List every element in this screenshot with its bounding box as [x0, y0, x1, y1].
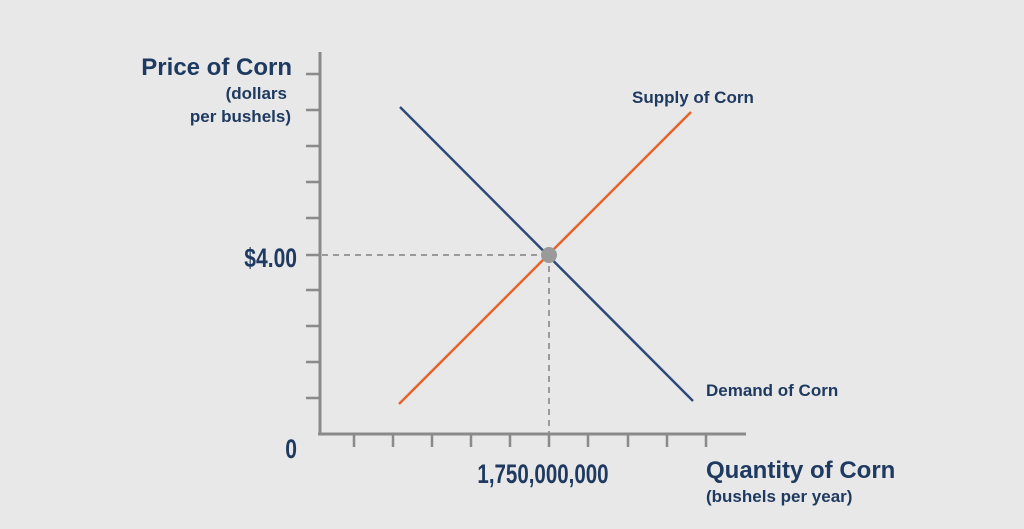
price-tick-label: $4.00 [244, 244, 297, 274]
y-axis-subtitle-line1: (dollars [226, 84, 287, 103]
y-axis-subtitle-line2: per bushels) [190, 107, 291, 126]
supply-series-label: Supply of Corn [632, 88, 754, 107]
x-axis-ticks [352, 434, 708, 447]
demand-series-label: Demand of Corn [706, 381, 838, 400]
x-axis-title: Quantity of Corn [706, 457, 895, 484]
quantity-tick-label: 1,750,000,000 [477, 459, 608, 489]
origin-label: 0 [285, 435, 297, 465]
y-axis-ticks [306, 72, 320, 400]
equilibrium-point [541, 247, 557, 263]
y-axis-title: Price of Corn [141, 54, 292, 81]
x-axis-subtitle: (bushels per year) [706, 487, 852, 506]
